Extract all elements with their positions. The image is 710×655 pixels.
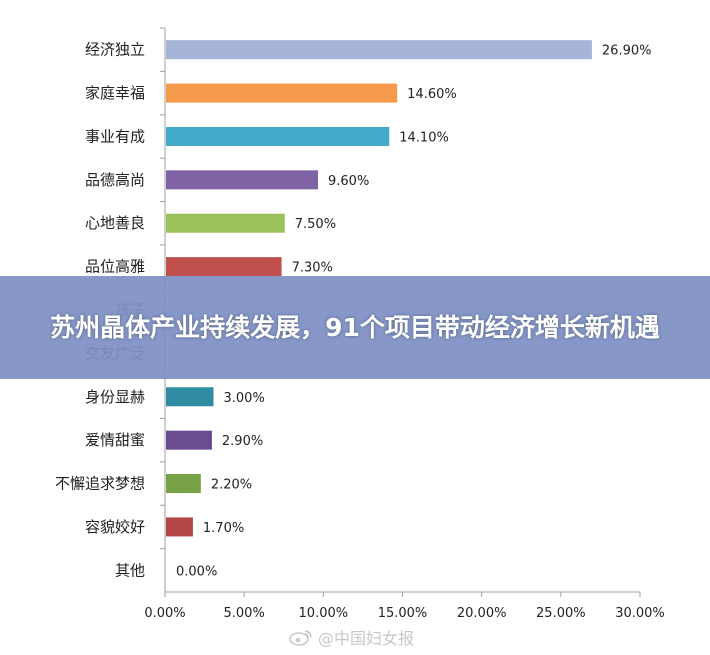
category-label: 爱情甜蜜 bbox=[85, 431, 145, 449]
data-label: 26.90% bbox=[602, 44, 652, 59]
category-label: 容貌姣好 bbox=[85, 518, 145, 536]
data-label: 2.90% bbox=[222, 434, 263, 449]
bar bbox=[166, 257, 282, 277]
category-label: 经济独立 bbox=[85, 41, 145, 59]
data-label: 2.20% bbox=[211, 478, 252, 493]
data-label: 14.10% bbox=[399, 130, 449, 145]
category-label: 身份显赫 bbox=[85, 388, 145, 406]
headline-title: 苏州晶体产业持续发展，91个项目带动经济增长新机遇 bbox=[50, 312, 660, 342]
x-tick-label: 0.00% bbox=[144, 606, 185, 621]
data-label: 9.60% bbox=[328, 174, 369, 189]
data-label: 3.00% bbox=[224, 391, 265, 406]
category-label: 品位高雅 bbox=[85, 258, 145, 276]
x-tick-label: 20.00% bbox=[457, 606, 507, 621]
bar bbox=[166, 126, 390, 146]
data-label: 7.30% bbox=[292, 261, 333, 276]
bar bbox=[166, 213, 285, 233]
category-label: 品德高尚 bbox=[85, 171, 145, 189]
category-label: 事业有成 bbox=[85, 127, 145, 145]
watermark-text: @中国妇女报 bbox=[318, 629, 415, 648]
bar bbox=[166, 40, 592, 60]
bar bbox=[166, 474, 201, 494]
x-tick-label: 10.00% bbox=[299, 606, 349, 621]
category-label: 不懈追求梦想 bbox=[55, 475, 145, 493]
bar bbox=[166, 517, 193, 537]
bar bbox=[166, 387, 214, 407]
data-label: 7.50% bbox=[295, 217, 336, 232]
headline-banner: 苏州晶体产业持续发展，91个项目带动经济增长新机遇 bbox=[0, 276, 710, 379]
data-label: 0.00% bbox=[176, 564, 217, 579]
category-label: 心地善良 bbox=[85, 214, 145, 232]
data-label: 14.60% bbox=[407, 87, 457, 102]
weibo-icon bbox=[288, 627, 314, 647]
x-tick-label: 30.00% bbox=[615, 606, 665, 621]
bar bbox=[166, 83, 398, 103]
x-tick-label: 5.00% bbox=[224, 606, 265, 621]
bar bbox=[166, 170, 318, 190]
category-label: 家庭幸福 bbox=[85, 84, 145, 102]
category-label: 其他 bbox=[115, 561, 145, 579]
x-tick-label: 15.00% bbox=[378, 606, 428, 621]
watermark: @中国妇女报 bbox=[288, 625, 414, 649]
bar bbox=[166, 430, 212, 450]
x-tick-label: 25.00% bbox=[536, 606, 586, 621]
data-label: 1.70% bbox=[203, 521, 244, 536]
